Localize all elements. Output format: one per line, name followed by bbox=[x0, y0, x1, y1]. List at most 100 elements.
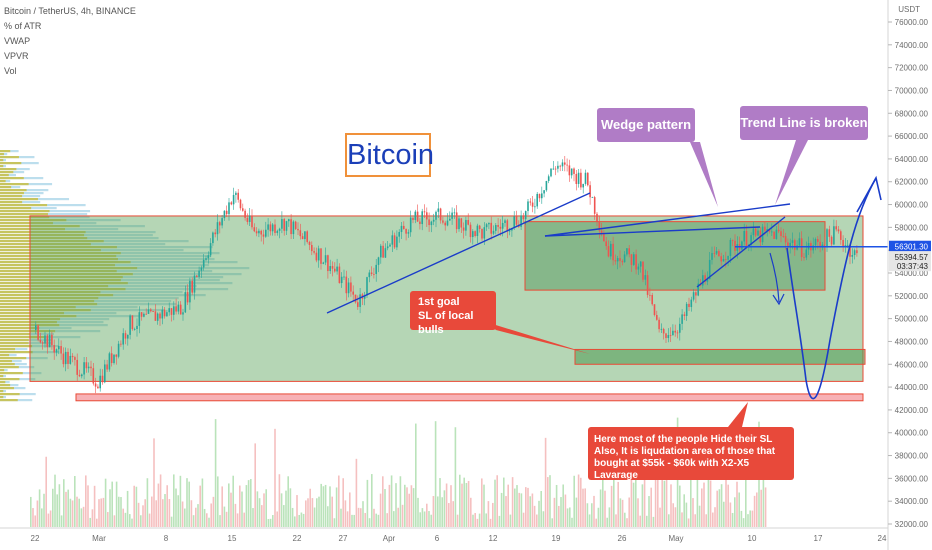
volume-bar bbox=[520, 493, 523, 527]
volume-bar bbox=[280, 493, 283, 527]
volume-bar bbox=[509, 514, 512, 527]
volume-bar bbox=[547, 477, 549, 527]
candle-body bbox=[324, 255, 327, 263]
price-tick-label: 66000.00 bbox=[895, 132, 929, 141]
candle-body bbox=[336, 266, 338, 272]
volume-bar bbox=[302, 513, 305, 527]
candle-body bbox=[557, 165, 559, 169]
first-goal-zone bbox=[574, 348, 866, 365]
volume-bar bbox=[366, 479, 369, 527]
candle-body bbox=[308, 241, 311, 245]
volume-bar bbox=[162, 499, 164, 527]
volume-bar bbox=[386, 513, 388, 527]
price-tick-label: 34000.00 bbox=[895, 497, 929, 506]
candle-body bbox=[529, 201, 532, 203]
candle-body bbox=[520, 215, 522, 227]
candle-body bbox=[278, 228, 281, 231]
candle-body bbox=[856, 250, 858, 254]
indicator-vwap[interactable]: VWAP bbox=[4, 36, 31, 46]
candle-body bbox=[221, 218, 223, 226]
candle-body bbox=[133, 328, 136, 330]
price-tick-label: 58000.00 bbox=[895, 223, 929, 232]
candle-body bbox=[216, 222, 219, 235]
volume-bar bbox=[588, 514, 591, 527]
volume-bar bbox=[617, 481, 619, 527]
volume-bar bbox=[296, 495, 298, 527]
candle-body bbox=[237, 192, 239, 200]
candle-body bbox=[416, 211, 419, 222]
candle-body bbox=[543, 190, 545, 194]
candle-body bbox=[368, 272, 371, 278]
volume-bar bbox=[441, 497, 443, 527]
volume-bar bbox=[599, 489, 602, 527]
indicator-vol[interactable]: Vol bbox=[4, 66, 17, 76]
volume-bar bbox=[463, 477, 465, 527]
candle-body bbox=[347, 282, 350, 294]
candle-body bbox=[442, 220, 444, 223]
volume-bar bbox=[558, 505, 560, 527]
candle-body bbox=[506, 220, 509, 232]
candle-body bbox=[168, 308, 170, 313]
volume-bar bbox=[736, 481, 738, 527]
candle-body bbox=[255, 231, 258, 234]
volume-bar bbox=[32, 508, 34, 527]
candle-body bbox=[285, 221, 288, 231]
price-tick-label: 32000.00 bbox=[895, 520, 929, 529]
candle-body bbox=[407, 232, 410, 234]
candle-body bbox=[338, 266, 341, 284]
volume-bar bbox=[632, 482, 635, 527]
candle-body bbox=[623, 254, 626, 263]
vpvr-bar bbox=[0, 216, 50, 219]
candle-body bbox=[202, 259, 205, 268]
volume-bar bbox=[654, 474, 657, 527]
vpvr-bar bbox=[0, 192, 24, 195]
volume-bar bbox=[423, 511, 426, 527]
vpvr-bar bbox=[0, 159, 4, 162]
candle-body bbox=[853, 250, 856, 256]
volume-bar bbox=[641, 484, 644, 527]
volume-bar bbox=[230, 492, 232, 527]
candle-body bbox=[697, 283, 699, 296]
vpvr-bar bbox=[0, 333, 30, 336]
candle-body bbox=[306, 231, 308, 242]
volume-bar bbox=[595, 518, 597, 527]
candle-body bbox=[467, 220, 469, 225]
volume-bar bbox=[514, 488, 516, 527]
small-drop-arrow bbox=[769, 252, 780, 303]
volume-bar bbox=[665, 476, 668, 527]
volume-bar bbox=[124, 512, 127, 527]
time-tick-label: Mar bbox=[92, 534, 106, 543]
candle-body bbox=[71, 355, 74, 358]
candle-body bbox=[605, 241, 607, 247]
vpvr-bar bbox=[0, 186, 12, 189]
candle-body bbox=[78, 374, 81, 377]
volume-bar bbox=[608, 507, 611, 527]
price-tag-2 bbox=[889, 260, 931, 272]
candle-body bbox=[108, 353, 111, 370]
candle-body bbox=[343, 276, 345, 278]
volume-bar bbox=[494, 479, 496, 527]
candle-body bbox=[170, 308, 173, 315]
candle-body bbox=[692, 292, 695, 300]
candle-body bbox=[711, 253, 713, 260]
price-tag-label-0: 56301.30 bbox=[895, 243, 929, 252]
vpvr-bar bbox=[0, 363, 15, 366]
trend-line bbox=[326, 192, 591, 314]
wedge-pointer bbox=[690, 142, 718, 207]
indicator-atr[interactable]: % of ATR bbox=[4, 21, 42, 31]
candle-body bbox=[731, 239, 734, 241]
volume-bar bbox=[126, 490, 129, 527]
indicator-vpvr[interactable]: VPVR bbox=[4, 51, 29, 61]
volume-bar bbox=[206, 513, 208, 527]
volume-bar bbox=[91, 509, 94, 527]
candle-body bbox=[274, 224, 276, 233]
volume-bar bbox=[327, 506, 329, 527]
candle-body bbox=[672, 330, 674, 336]
volume-bar bbox=[635, 436, 637, 527]
candle-body bbox=[161, 309, 164, 319]
volume-bar bbox=[661, 439, 663, 527]
volume-bar bbox=[555, 484, 558, 527]
candle-body bbox=[800, 238, 803, 258]
volume-bar bbox=[723, 501, 725, 527]
candle-body bbox=[469, 224, 472, 238]
